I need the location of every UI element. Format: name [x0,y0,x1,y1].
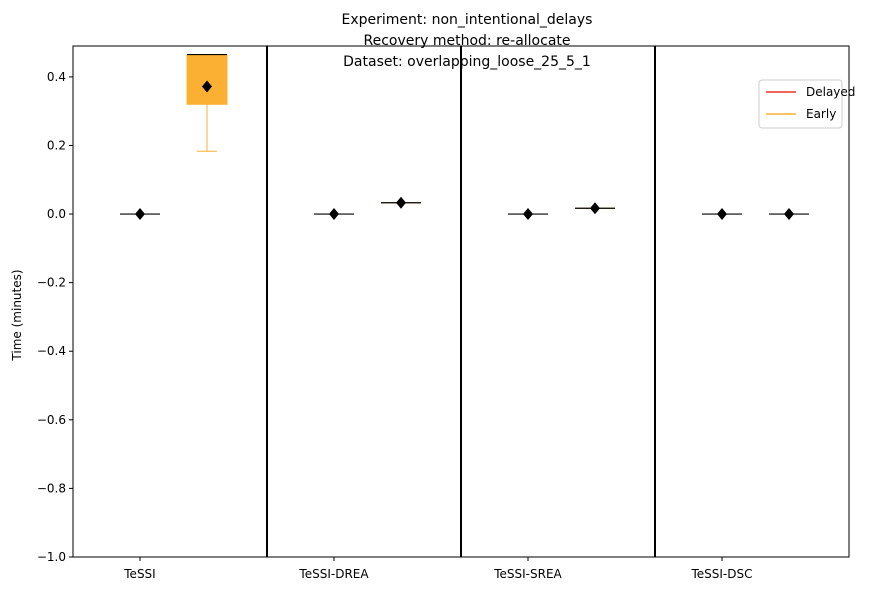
x-axis-ticks: TeSSI TeSSI-DREA TeSSI-SREA TeSSI-DSC [123,557,753,581]
box-early-tessi-srea [575,202,615,215]
y-tick-label: −0.4 [37,344,66,358]
box-series [120,53,809,221]
group-separators [266,46,656,557]
y-tick-label: 0.2 [47,138,66,152]
legend-label-delayed: Delayed [806,85,855,99]
box-early-tessi-drea [381,196,421,209]
x-tick-label: TeSSI-SREA [493,567,562,581]
y-axis-ticks: −1.0 −0.8 −0.6 −0.4 −0.2 0.0 0.2 0.4 [37,70,73,564]
mean-marker [329,208,339,221]
mean-marker [202,80,212,93]
y-tick-label: −1.0 [37,550,66,564]
legend-label-early: Early [806,107,836,121]
x-tick-label: TeSSI-DSC [690,567,752,581]
title-line-experiment: Experiment: non_intentional_delays [342,12,593,28]
y-tick-label: 0.0 [47,207,66,221]
chart-title: Experiment: non_intentional_delays Recov… [342,12,593,70]
box-early-tessi-dsc [769,208,809,221]
y-tick-label: 0.4 [47,70,66,84]
x-tick-label: TeSSI [123,567,155,581]
y-tick-label: −0.6 [37,413,66,427]
box-delayed-tessi-dsc [702,208,742,221]
y-axis-label: Time (minutes) [10,269,24,361]
mean-marker [135,208,145,221]
title-line-recovery-method: Recovery method: re-allocate [363,33,570,49]
box-delayed-tessi [120,208,160,221]
mean-marker [590,202,600,215]
y-tick-label: −0.8 [37,481,66,495]
plot-area-frame [72,45,850,558]
box-early-tessi [186,53,228,152]
title-line-dataset: Dataset: overlapping_loose_25_5_1 [343,54,591,70]
mean-marker [717,208,727,221]
legend: Delayed Early [758,79,855,129]
mean-marker [523,208,533,221]
mean-marker [396,196,406,209]
y-tick-label: −0.2 [37,276,66,290]
box-delayed-tessi-drea [314,208,354,221]
box-delayed-tessi-srea [508,208,548,221]
x-tick-label: TeSSI-DREA [298,567,369,581]
box-body [186,54,228,105]
mean-marker [784,208,794,221]
